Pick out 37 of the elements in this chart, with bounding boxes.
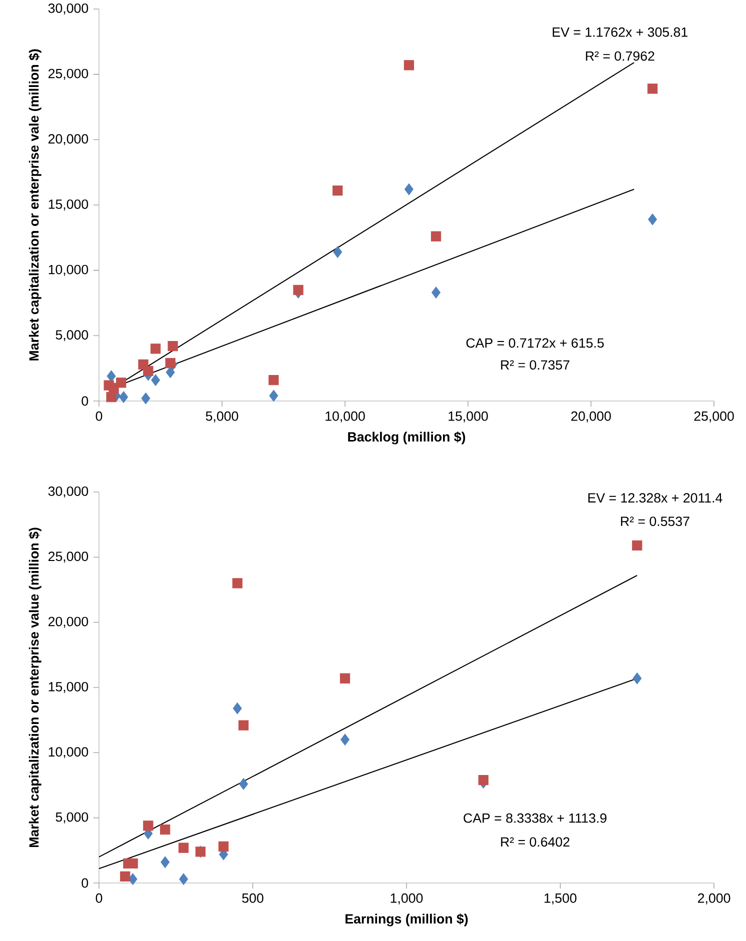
x-tick-label: 0 [96, 411, 102, 421]
x-tick-label: 2,000 [698, 893, 730, 904]
x-tick-label: 20,000 [571, 411, 611, 422]
annotation: EV = 12.328x + 2011.4 [588, 493, 722, 503]
y-tick-label: 20,000 [48, 134, 88, 146]
x-tick-label: 1,500 [544, 893, 576, 904]
x-tick-label: 15,000 [448, 411, 488, 422]
y-tick-label: 5,000 [56, 330, 88, 342]
annotation: R² = 0.6402 [501, 837, 570, 847]
y-tick-label: 25,000 [48, 552, 88, 563]
x-tick-label: 1,000 [390, 893, 423, 904]
y-axis-title: Market capitalization or enterprise value (million $) [28, 528, 42, 848]
x-tick-label: 500 [242, 893, 264, 903]
y-tick-label: 0 [82, 396, 88, 406]
y-tick-label: 20,000 [48, 616, 88, 628]
y-axis-title: Market capitalization or enterprise vale (million $) [28, 49, 42, 360]
x-tick-label: 10,000 [326, 411, 365, 422]
x-tick-label: 0 [96, 893, 102, 903]
annotation: R² = 0.5537 [621, 516, 690, 526]
y-tick-label: 10,000 [48, 264, 88, 276]
annotation: CAP = 8.3338x + 1113.9 [464, 813, 606, 823]
y-tick-label: 30,000 [48, 486, 88, 498]
y-tick-label: 25,000 [48, 68, 88, 80]
annotation: R² = 0.7962 [586, 51, 654, 61]
x-tick-label: 25,000 [694, 411, 734, 422]
annotation: R² = 0.7357 [501, 360, 570, 370]
x-axis-title: Backlog (million $) [348, 432, 466, 444]
y-tick-label: 5,000 [56, 812, 88, 824]
x-tick-label: 5,000 [206, 411, 238, 422]
annotation: EV = 1.1762x + 305.81 [552, 27, 688, 37]
y-tick-label: 15,000 [48, 682, 88, 694]
annotation: CAP = 0.7172x + 615.5 [466, 338, 604, 348]
y-tick-label: 0 [82, 878, 88, 888]
x-axis-title: Earnings (million $) [346, 914, 468, 926]
y-tick-label: 10,000 [48, 747, 88, 758]
y-tick-label: 15,000 [48, 199, 88, 211]
y-tick-label: 30,000 [48, 3, 88, 15]
